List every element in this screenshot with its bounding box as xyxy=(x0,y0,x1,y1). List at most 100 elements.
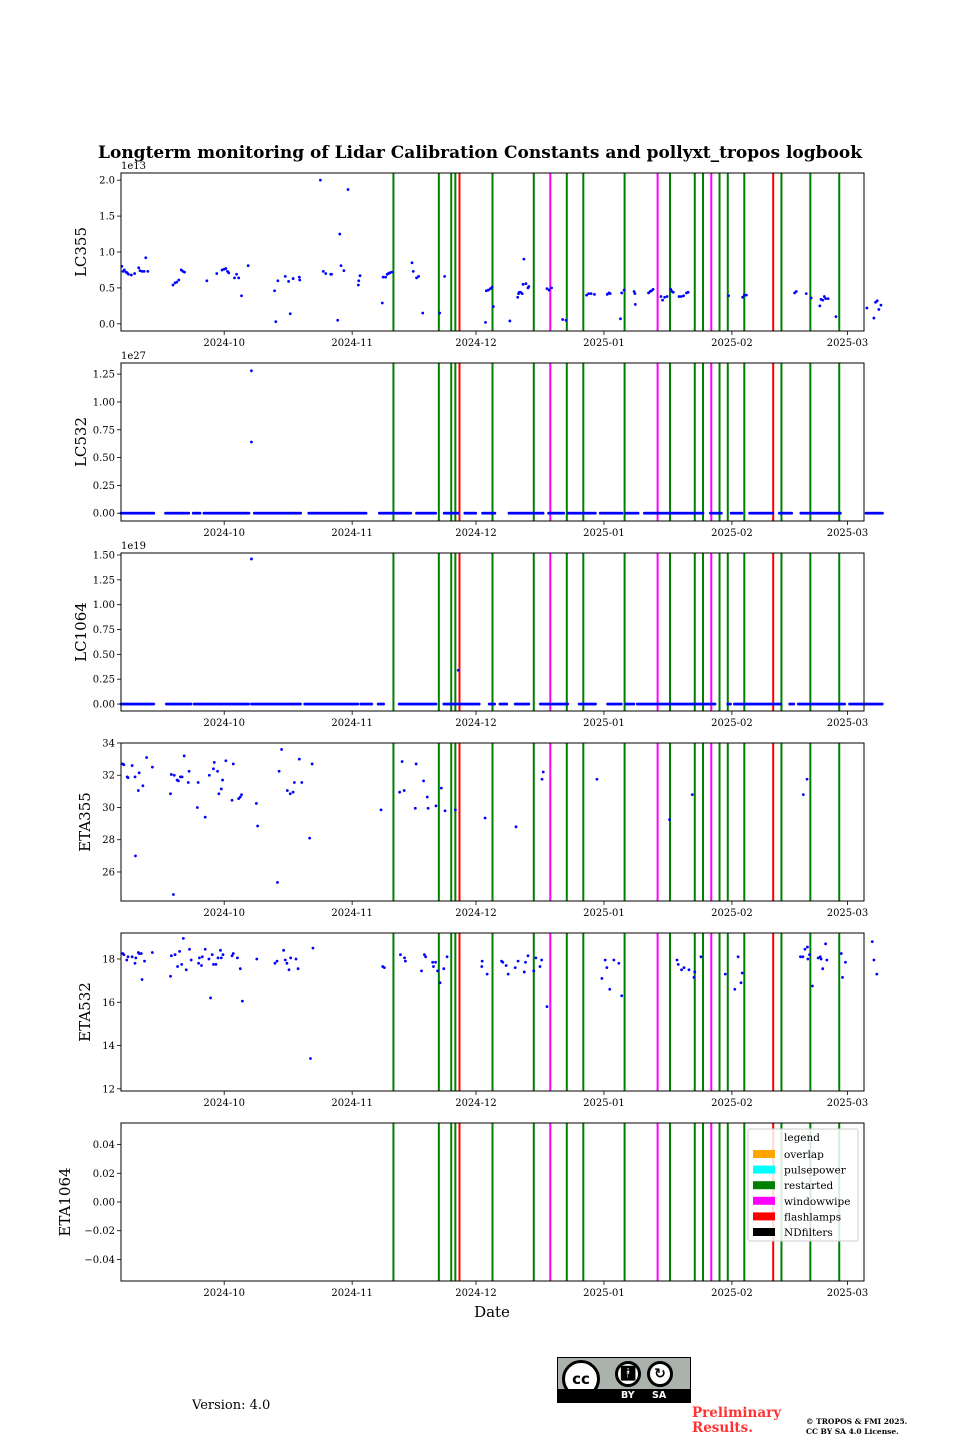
cc-license-badge: cc 🚹︎ ↻ BY SA xyxy=(557,1357,691,1403)
data-point xyxy=(561,318,565,321)
data-point xyxy=(250,440,253,444)
panel-eta1064: −0.04 −0.02 0.00 0.02 0.04 2024-10 2024-11 2024… xyxy=(56,1122,868,1299)
data-point xyxy=(219,956,223,960)
data-point xyxy=(247,702,250,706)
data-point xyxy=(771,511,775,515)
data-point xyxy=(661,298,664,302)
preliminary-line-1: Preliminary xyxy=(692,1405,782,1421)
x-axis-label: Date xyxy=(474,1303,510,1321)
data-point xyxy=(741,295,745,299)
data-point xyxy=(484,320,487,324)
y-tick-label: 1.00 xyxy=(93,600,115,611)
data-point xyxy=(404,959,407,963)
data-point xyxy=(564,318,568,322)
data-point xyxy=(255,957,259,961)
data-point xyxy=(415,276,418,280)
data-point xyxy=(144,256,148,260)
data-point xyxy=(790,511,794,515)
data-point xyxy=(238,967,242,971)
data-point xyxy=(636,511,640,515)
data-point xyxy=(540,777,544,781)
data-point xyxy=(505,702,509,706)
data-point xyxy=(682,294,686,298)
data-point xyxy=(442,967,446,971)
data-point xyxy=(212,962,215,966)
data-point xyxy=(382,966,386,970)
data-point xyxy=(425,795,429,799)
data-point xyxy=(370,702,374,706)
data-point xyxy=(872,316,876,320)
x-tick-label: 2025-03 xyxy=(827,718,869,729)
data-point xyxy=(219,948,222,952)
data-point xyxy=(189,958,193,962)
legend: legend overlap pulsepower restarted windowwi… xyxy=(747,1128,859,1242)
data-point xyxy=(879,303,883,307)
data-point xyxy=(288,792,292,796)
data-point xyxy=(277,769,281,773)
data-point xyxy=(276,279,280,283)
data-point xyxy=(247,511,251,515)
data-point xyxy=(474,511,478,515)
data-point xyxy=(283,958,287,962)
data-point xyxy=(221,778,224,782)
y-tick-label: 0.00 xyxy=(93,509,115,520)
x-tick-label: 2024-12 xyxy=(455,1288,497,1299)
data-point xyxy=(675,958,679,962)
legend-label-overlap: overlap xyxy=(784,1149,824,1161)
data-point xyxy=(622,288,626,292)
data-point xyxy=(291,277,295,280)
data-point xyxy=(169,792,172,796)
data-point xyxy=(620,511,624,515)
legend-swatch-restarted xyxy=(753,1181,775,1190)
attribution-person-icon: 🚹︎ xyxy=(615,1361,641,1387)
data-point xyxy=(176,965,179,968)
data-point xyxy=(283,275,287,278)
y-tick-label: 2.0 xyxy=(99,176,115,187)
data-point xyxy=(207,957,211,961)
x-tick-label: 2024-10 xyxy=(203,908,245,919)
preliminary-results-note: Preliminary Results. xyxy=(692,1406,781,1436)
data-point xyxy=(799,955,802,959)
y-tick-label: 1.0 xyxy=(99,248,115,259)
data-point xyxy=(196,781,200,784)
data-point xyxy=(872,958,876,962)
x-tick-label: 2024-12 xyxy=(455,338,497,349)
data-point xyxy=(612,958,616,962)
panel-eta355: 26 28 30 32 34 2024-10 2024-11 2024-12 2025-01 20… xyxy=(76,739,868,920)
data-point xyxy=(527,285,531,288)
y-tick-label: 0.0 xyxy=(99,319,115,330)
data-point xyxy=(189,702,193,706)
x-tick-label: 2025-02 xyxy=(711,338,753,349)
x-tick-label: 2025-01 xyxy=(583,1098,625,1109)
axes-frame xyxy=(120,362,865,522)
data-point xyxy=(178,949,182,953)
data-point xyxy=(439,786,443,790)
data-point xyxy=(608,292,612,296)
data-point xyxy=(282,948,286,952)
data-point xyxy=(794,290,798,293)
data-point xyxy=(122,763,126,767)
y-tick-label: 32 xyxy=(102,771,115,782)
data-point xyxy=(311,946,315,950)
x-tick-label: 2024-12 xyxy=(455,1098,497,1109)
data-point xyxy=(504,964,508,967)
y-tick-label: 1.00 xyxy=(93,397,115,408)
data-point xyxy=(291,790,295,794)
legend-title: legend xyxy=(784,1132,820,1144)
data-point xyxy=(197,961,201,965)
x-tick-label: 2024-11 xyxy=(331,1288,373,1299)
data-point xyxy=(669,287,673,291)
legend-label-windowwipe: windowwipe xyxy=(784,1196,850,1208)
data-point xyxy=(620,994,624,998)
y-tick-label: −0.02 xyxy=(84,1226,115,1237)
data-point xyxy=(336,318,340,322)
y-tick-label: 14 xyxy=(102,1041,115,1052)
y-tick-label: −0.04 xyxy=(84,1255,115,1266)
data-point xyxy=(682,966,686,970)
data-point xyxy=(619,317,622,321)
data-point xyxy=(727,294,731,298)
data-point xyxy=(150,765,154,769)
data-point xyxy=(526,954,530,958)
data-point xyxy=(538,965,542,968)
